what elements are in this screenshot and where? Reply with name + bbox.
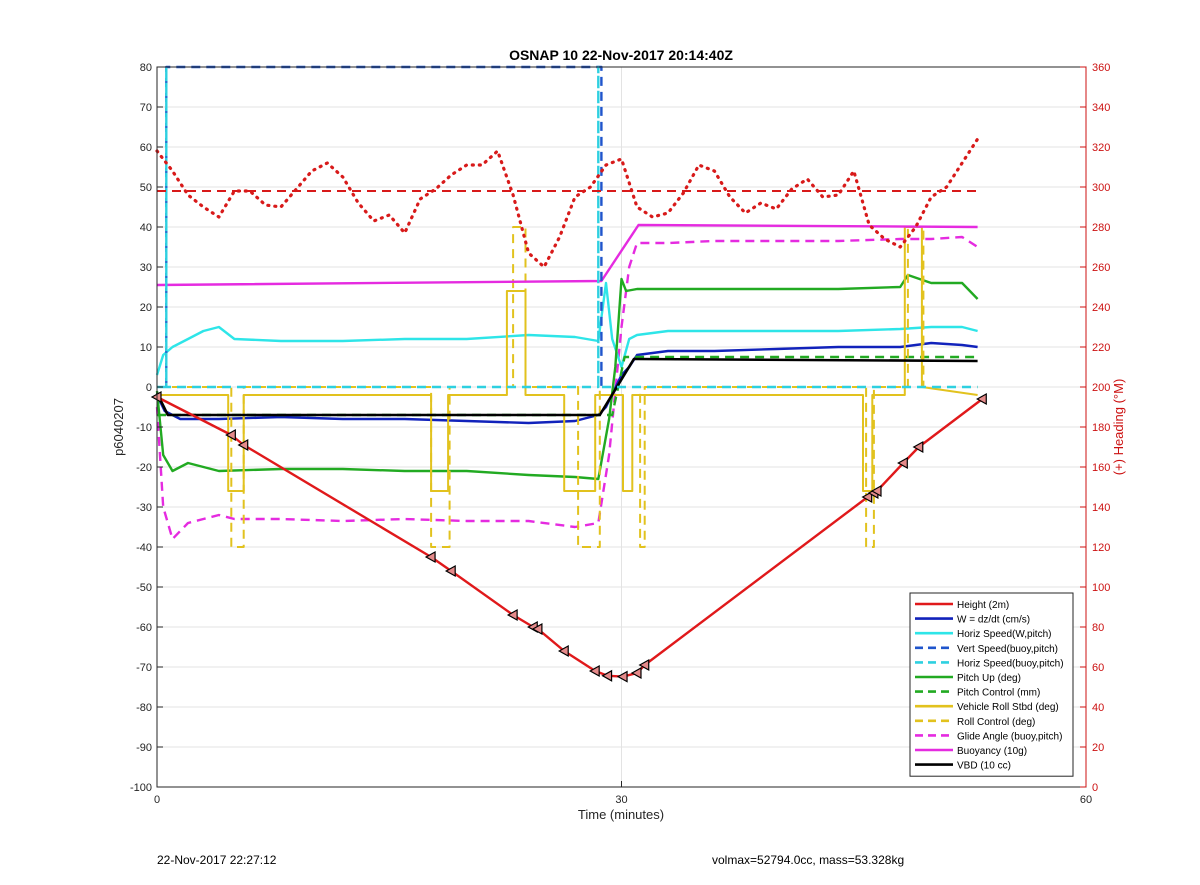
y2-tick-label: 360	[1092, 62, 1110, 74]
y2-tick-label: 60	[1092, 662, 1104, 674]
y-tick-label: 50	[140, 182, 152, 194]
y-tick-label: 30	[140, 262, 152, 274]
gc-marker	[616, 670, 628, 683]
gc-marker	[897, 456, 908, 470]
y2-axis-label: (+) Heading (°M)	[1111, 379, 1126, 476]
y2-tick-label: 20	[1092, 742, 1104, 754]
y2-tick-label: 280	[1092, 222, 1110, 234]
y-tick-label: 10	[140, 342, 152, 354]
y2-tick-label: 180	[1092, 422, 1110, 434]
gc-marker	[976, 392, 987, 406]
legend-box	[909, 592, 1074, 777]
gc-marker	[588, 664, 600, 678]
y2-tick-label: 320	[1092, 142, 1110, 154]
y2-tick-label: 80	[1092, 622, 1104, 634]
legend-label: Buoyancy (10g)	[957, 746, 1027, 757]
y2-tick-label: 100	[1092, 582, 1110, 594]
y-tick-label: -80	[136, 702, 152, 714]
legend-label: Vert Speed(buoy,pitch)	[957, 644, 1058, 655]
y2-tick-label: 200	[1092, 382, 1110, 394]
y-tick-label: 60	[140, 142, 152, 154]
gc-marker	[630, 666, 642, 680]
legend-label: Roll Control (deg)	[957, 717, 1035, 728]
legend-label: VBD (10 cc)	[957, 761, 1011, 772]
gc-marker	[531, 622, 543, 636]
y-tick-label: -20	[136, 462, 152, 474]
gc-marker	[506, 608, 518, 622]
legend: Height (2m) W = dz/dt (cm/s) Horiz Speed(W…	[909, 592, 1074, 777]
footer-vehicle-info: volmax=52794.0cc, mass=53.328kg	[712, 853, 905, 867]
y2-tick-label: 120	[1092, 542, 1110, 554]
y-tick-label: -30	[136, 502, 152, 514]
horiz-speed-buoy-line	[157, 65, 978, 389]
glide-angle-line	[155, 235, 979, 541]
gc-marker	[638, 658, 650, 672]
y2-tick-label: 220	[1092, 342, 1110, 354]
gc-marker	[870, 484, 882, 498]
gc-marker	[424, 550, 436, 564]
gc-marker	[601, 669, 613, 682]
y-tick-label: -40	[136, 542, 152, 554]
y-tick-label: -90	[136, 742, 152, 754]
y2-tick-label: 300	[1092, 182, 1110, 194]
y-tick-label: -10	[136, 422, 152, 434]
x-tick-label: 30	[615, 794, 627, 806]
y-tick-label: -100	[130, 782, 152, 794]
buoyancy-line	[156, 223, 978, 287]
gc-marker	[237, 438, 249, 452]
y2-tick-label: 340	[1092, 102, 1110, 114]
y-axis-label: p6040207	[111, 398, 126, 456]
legend-label: Vehicle Roll Stbd (deg)	[957, 702, 1059, 713]
y-tick-label: 70	[140, 102, 152, 114]
y2-tick-label: 160	[1092, 462, 1110, 474]
legend-label: Height (2m)	[957, 600, 1009, 611]
y-tick-label: -50	[136, 582, 152, 594]
y2-tick-label: 140	[1092, 502, 1110, 514]
y-tick-label: -70	[136, 662, 152, 674]
y2-tick-label: 40	[1092, 702, 1104, 714]
vehicle-roll-line	[157, 226, 978, 492]
x-tick-label: 0	[154, 794, 160, 806]
series-layer	[155, 65, 984, 678]
gc-marker	[557, 644, 569, 658]
legend-label: Pitch Control (mm)	[957, 688, 1040, 699]
vbd-line	[155, 357, 978, 417]
legend-label: Horiz Speed(W,pitch)	[957, 629, 1051, 640]
y-tick-label: 0	[146, 382, 152, 394]
y-tick-label: -60	[136, 622, 152, 634]
axes: 0 30 60-100-90-80-70-60-50-40-30-20-100102…	[130, 62, 1110, 806]
legend-label: Glide Angle (buoy,pitch)	[957, 731, 1062, 742]
footer-timestamp: 22-Nov-2017 22:27:12	[157, 853, 277, 867]
legend-label: Horiz Speed(buoy,pitch)	[957, 658, 1064, 669]
legend-label: W = dz/dt (cm/s)	[957, 615, 1030, 626]
y2-tick-label: 260	[1092, 262, 1110, 274]
chart-title: OSNAP 10 22-Nov-2017 20:14:40Z	[509, 47, 733, 63]
y-tick-label: 20	[140, 302, 152, 314]
x-tick-label: 60	[1080, 794, 1092, 806]
gc-marker	[861, 490, 873, 504]
y-tick-label: 40	[140, 222, 152, 234]
gc-marker	[225, 428, 236, 442]
gc-marker	[912, 440, 924, 454]
legend-label: Pitch Up (deg)	[957, 673, 1021, 684]
gc-marker	[444, 564, 456, 578]
y-tick-label: 80	[140, 62, 152, 74]
x-axis-label: Time (minutes)	[578, 807, 664, 822]
vert-speed-buoy-line	[165, 65, 603, 387]
y2-tick-label: 0	[1092, 782, 1098, 794]
y2-tick-label: 240	[1092, 302, 1110, 314]
